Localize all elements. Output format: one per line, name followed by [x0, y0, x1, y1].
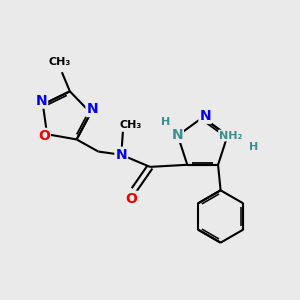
Text: CH₃: CH₃: [48, 57, 70, 67]
Text: N: N: [200, 109, 211, 123]
Text: N: N: [116, 148, 127, 162]
Text: CH₃: CH₃: [120, 120, 142, 130]
Text: H: H: [161, 117, 170, 127]
Text: N: N: [35, 94, 47, 108]
Text: O: O: [38, 129, 50, 143]
Text: N: N: [171, 128, 183, 142]
Text: O: O: [126, 192, 137, 206]
Text: NH₂: NH₂: [219, 130, 242, 140]
Text: N: N: [86, 102, 98, 116]
Text: H: H: [249, 142, 258, 152]
